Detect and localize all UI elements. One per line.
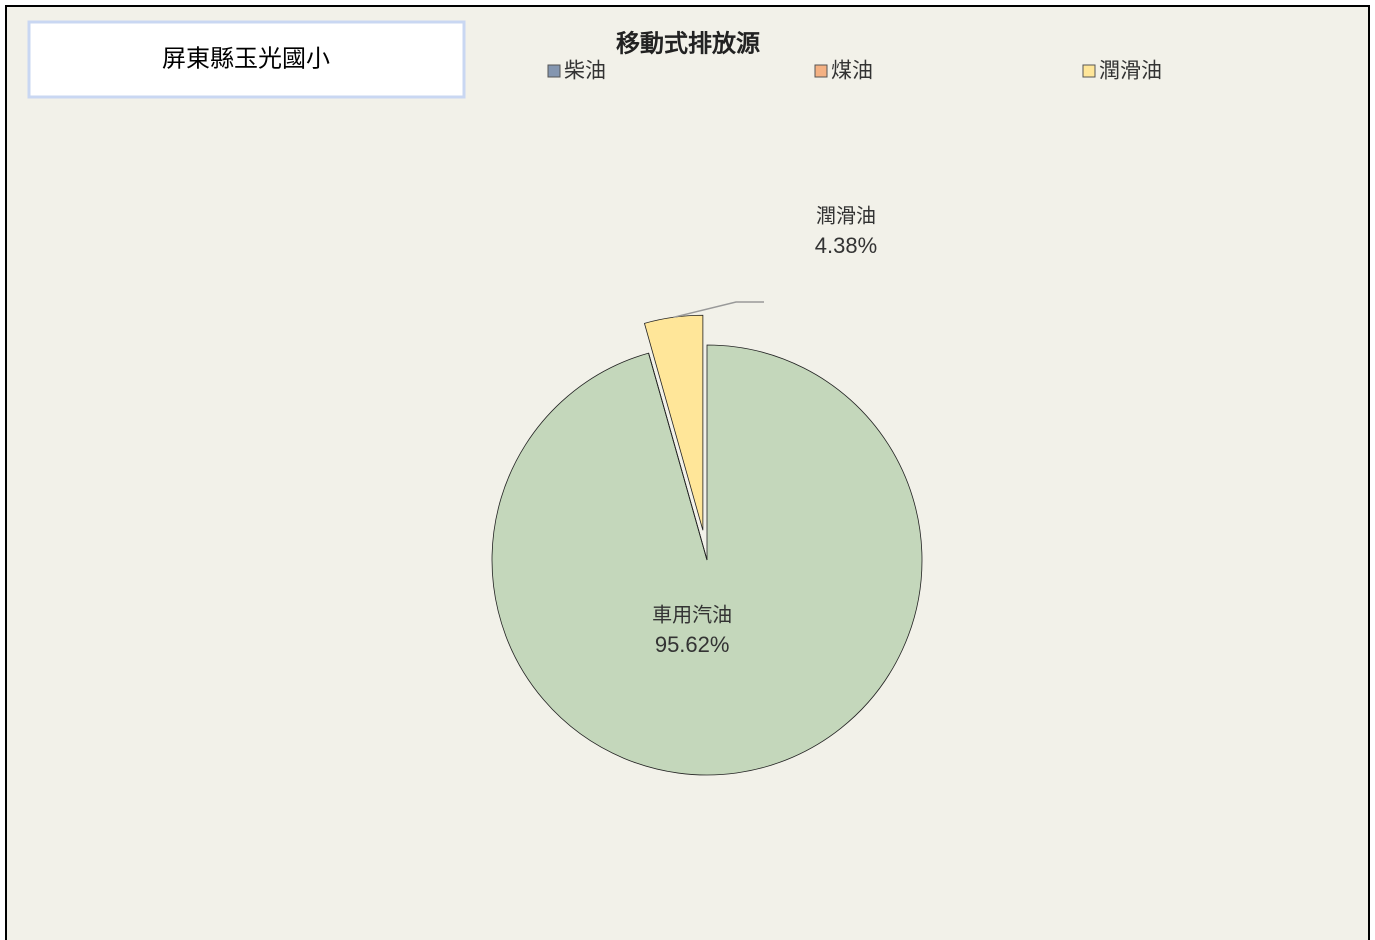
legend-label: 潤滑油 bbox=[1099, 59, 1162, 83]
school-name: 屏東縣玉光國小 bbox=[162, 45, 330, 73]
school-box bbox=[27, 20, 466, 99]
slice-category-label: 潤滑油 bbox=[816, 204, 876, 228]
legend-swatch bbox=[547, 64, 561, 78]
slice-value-label: 95.62% bbox=[655, 632, 730, 657]
chart-title: 移動式排放源 bbox=[616, 29, 760, 58]
legend-label: 煤油 bbox=[831, 59, 873, 83]
legend-swatch bbox=[814, 64, 828, 78]
leader-line bbox=[673, 301, 764, 319]
slice-category-label: 車用汽油 bbox=[652, 603, 732, 627]
pie-slice bbox=[643, 314, 704, 531]
legend-swatch bbox=[1082, 64, 1096, 78]
pie-slice bbox=[648, 352, 708, 561]
legend-label: 柴油 bbox=[564, 59, 606, 83]
slice-value-label: 4.38% bbox=[815, 233, 877, 258]
